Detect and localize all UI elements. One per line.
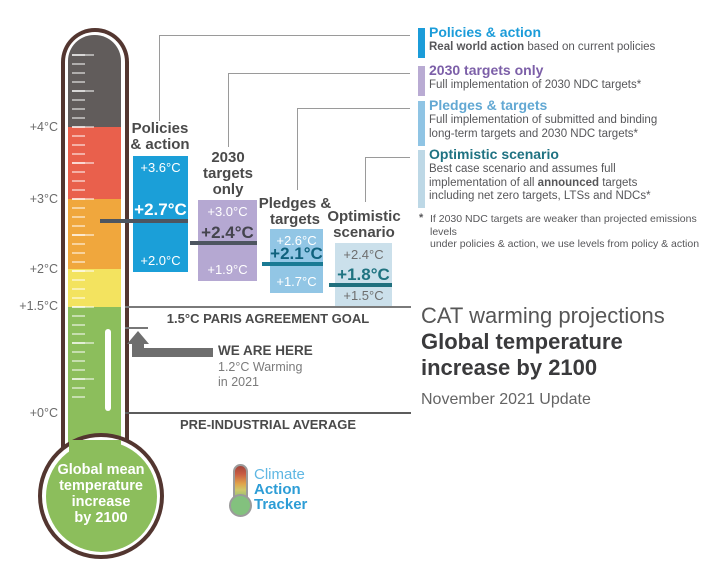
axis-label-plus1p5c: +1.5°C bbox=[19, 299, 58, 313]
axis-label-plus2c: +2°C bbox=[29, 262, 58, 276]
connector-optimistic bbox=[365, 157, 410, 158]
median-value-pledges: +2.1°C bbox=[270, 244, 323, 263]
legend-color-bar-2030-targets bbox=[418, 66, 425, 96]
axis-label-plus3c: +3°C bbox=[29, 192, 58, 206]
median-line-pledges bbox=[262, 262, 323, 266]
connector-policies bbox=[159, 35, 410, 36]
logo-thermometer-bulb-icon bbox=[229, 494, 252, 517]
median-value-optimistic: +1.8°C bbox=[337, 265, 390, 284]
low-value-2030-targets: +1.9°C bbox=[207, 262, 248, 277]
logo-text-tracker: Tracker bbox=[254, 496, 308, 513]
scenario-bar-pledges: +2.6°C +1.7°C bbox=[270, 229, 323, 293]
legend-color-bar-optimistic bbox=[418, 150, 425, 208]
logo-text-climate: Climate bbox=[254, 466, 305, 483]
subtitle: November 2021 Update bbox=[421, 391, 591, 408]
bulb-caption-line: Global mean bbox=[57, 462, 145, 478]
paris-goal-label: 1.5°C PARIS AGREEMENT GOAL bbox=[166, 311, 370, 326]
connector-pledges bbox=[297, 108, 410, 109]
high-value-policies: +3.6°C bbox=[140, 160, 181, 175]
connector-policies-vertical bbox=[159, 35, 160, 121]
scenario-label-2030-targets: 2030 targets only bbox=[202, 149, 254, 198]
legend-desc-2030-targets: Full implementation of 2030 NDC targets* bbox=[429, 79, 642, 91]
current-warming-year: in 2021 bbox=[218, 375, 260, 389]
low-value-policies: +2.0°C bbox=[140, 253, 181, 268]
preindustrial-line bbox=[125, 412, 411, 414]
low-value-pledges: +1.7°C bbox=[276, 274, 317, 289]
legend-color-bar-pledges bbox=[418, 101, 425, 146]
high-value-optimistic: +2.4°C bbox=[343, 247, 384, 262]
axis-label-plus0c: +0°C bbox=[29, 406, 58, 420]
connector-optimistic-vertical bbox=[365, 157, 366, 202]
preindustrial-label: PRE-INDUSTRIAL AVERAGE bbox=[180, 417, 356, 432]
legend-desc-optimistic: Best case scenario and assumes full impl… bbox=[429, 163, 651, 202]
logo-text-action: Action bbox=[254, 481, 301, 498]
legend-title-optimistic: Optimistic scenario bbox=[429, 146, 559, 162]
thermometer-ticks-major bbox=[72, 54, 94, 402]
we-are-here-label: WE ARE HERE bbox=[218, 343, 313, 358]
we-are-here-arrow-bar bbox=[132, 348, 213, 357]
high-value-2030-targets: +3.0°C bbox=[207, 204, 248, 219]
scenario-bar-2030-targets: +3.0°C +1.9°C bbox=[198, 200, 257, 281]
axis-label-plus4c: +4°C bbox=[29, 120, 58, 134]
scenario-bar-optimistic: +2.4°C +1.5°C bbox=[335, 243, 392, 307]
thermometer-bulb-fill bbox=[45, 440, 157, 552]
current-warming-value: 1.2°C Warming bbox=[218, 360, 303, 374]
median-line-optimistic bbox=[329, 283, 392, 287]
page-title-line1: Global temperature bbox=[421, 329, 623, 354]
bulb-caption-line: increase bbox=[71, 494, 131, 510]
current-warming-marker bbox=[125, 327, 148, 329]
high-value-pledges: +2.6°C bbox=[276, 233, 317, 248]
median-line-2030-targets bbox=[190, 241, 257, 245]
median-value-policies: +2.7°C bbox=[134, 200, 187, 219]
paris-goal-line bbox=[125, 306, 411, 308]
scenario-bar-policies: +3.6°C +2.0°C bbox=[133, 156, 188, 272]
scenario-label-policies: Policies & action bbox=[130, 120, 190, 153]
median-line-policies bbox=[100, 219, 188, 223]
footnote-text: If 2030 NDC targets are weaker than proj… bbox=[430, 213, 700, 250]
low-value-optimistic: +1.5°C bbox=[343, 288, 384, 303]
connector-2030-targets bbox=[228, 73, 410, 74]
legend-title-pledges: Pledges & targets bbox=[429, 97, 548, 113]
legend-title-policies: Policies & action bbox=[429, 24, 542, 40]
footnote-asterisk: * bbox=[419, 212, 424, 224]
bulb-caption: Global mean temperature increase by 2100 bbox=[38, 462, 164, 526]
connector-pledges-vertical bbox=[297, 108, 298, 190]
scenario-label-pledges: Pledges & targets bbox=[258, 195, 332, 228]
page-title-line2: increase by 2100 bbox=[421, 355, 598, 380]
chart-kicker: CAT warming projections bbox=[421, 303, 665, 328]
legend-color-bar-policies bbox=[418, 28, 425, 58]
bulb-caption-line: by 2100 bbox=[74, 510, 128, 526]
legend-desc-policies: Real world action based on current polic… bbox=[429, 41, 656, 53]
connector-2030-targets-vertical bbox=[228, 73, 229, 147]
legend-title-2030-targets: 2030 targets only bbox=[429, 62, 544, 78]
legend-desc-pledges: Full implementation of submitted and bin… bbox=[429, 114, 658, 140]
we-are-here-arrow-icon bbox=[127, 331, 149, 344]
bulb-caption-line: temperature bbox=[59, 478, 143, 494]
median-value-2030-targets: +2.4°C bbox=[201, 223, 254, 242]
thermometer-mercury-highlight bbox=[105, 329, 111, 411]
scenario-label-optimistic: Optimistic scenario bbox=[327, 208, 401, 241]
